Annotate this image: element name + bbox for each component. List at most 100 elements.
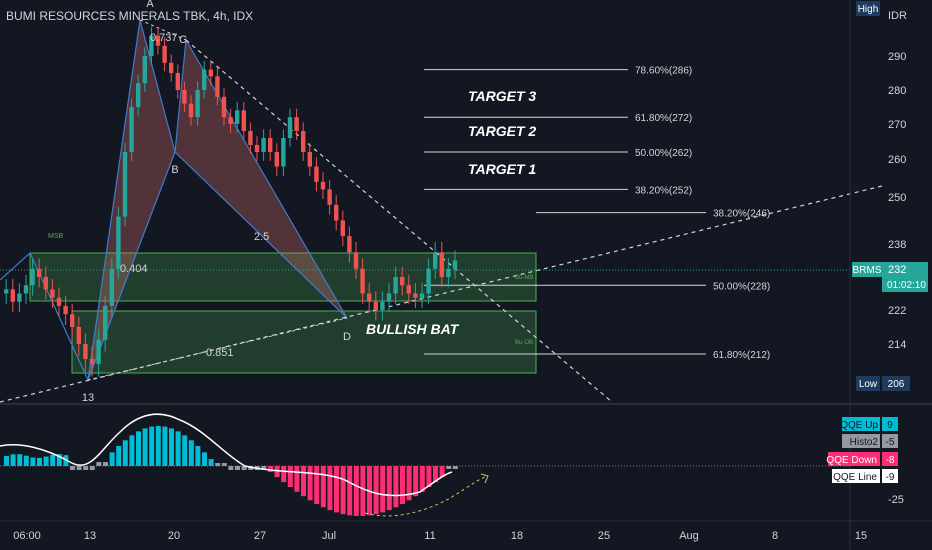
bu-mb-label: Bu-MB — [515, 275, 533, 281]
time-tick-25: 25 — [598, 530, 610, 542]
candle-body — [136, 83, 141, 107]
candle-body — [386, 293, 392, 302]
histogram-bar — [426, 466, 432, 488]
histogram-bar — [202, 452, 207, 466]
candle-body — [320, 181, 326, 190]
price-tick-280: 280 — [888, 85, 906, 97]
histogram-bar — [301, 466, 306, 497]
candle-body — [215, 76, 220, 97]
pattern-name: BULLISH BAT — [366, 321, 460, 337]
histogram-bar — [393, 466, 399, 508]
candle-body — [439, 252, 444, 277]
histo2-label: Histo2 — [850, 437, 879, 448]
histo2-value: -5 — [886, 437, 895, 448]
candle-body — [188, 103, 194, 118]
histogram-bar — [76, 466, 82, 470]
histogram-bar — [452, 466, 458, 469]
time-tick-27: 27 — [254, 530, 266, 542]
candle-body — [406, 285, 411, 294]
histogram-bar — [169, 428, 174, 466]
histogram-bar — [208, 459, 214, 466]
divergence-arrow-head — [480, 473, 489, 484]
point-a-label: A — [146, 0, 154, 10]
candle-body — [373, 301, 378, 310]
candles — [4, 27, 458, 377]
histogram-bar — [261, 466, 267, 470]
candle-body — [122, 152, 128, 217]
histogram-bar — [50, 454, 56, 466]
price-axis: IDR High 290 280 270 260 250 238 222 214… — [849, 0, 928, 550]
histogram-bar — [400, 466, 405, 505]
symbol-label: BRMS — [853, 265, 882, 276]
candle-body — [347, 236, 352, 253]
low-label: Low — [859, 379, 878, 390]
fib-label: 50.00%(262) — [635, 148, 692, 159]
candle-body — [169, 62, 174, 73]
histogram-bar — [287, 466, 293, 488]
candle-body — [393, 277, 398, 294]
candle-body — [380, 301, 385, 310]
candle-body — [360, 268, 365, 294]
candle-body — [413, 293, 418, 298]
histogram-bar — [294, 466, 300, 492]
candle-body — [142, 56, 147, 84]
low-badge — [856, 376, 880, 391]
histogram-bar — [327, 466, 333, 511]
time-tick-aug: Aug — [679, 530, 699, 542]
histogram-bar — [142, 428, 148, 466]
histogram-bar — [83, 466, 89, 470]
price-tick-270: 270 — [888, 119, 906, 131]
osc-axis-tick: -25 — [888, 494, 904, 506]
point-b-label: B — [171, 164, 178, 176]
histogram-bar — [162, 426, 168, 466]
candle-body — [129, 107, 134, 152]
histo2-badge — [842, 434, 880, 448]
time-tick-15: 15 — [855, 530, 867, 542]
candle-body — [116, 216, 121, 269]
histogram-bar — [419, 466, 425, 492]
bat-leg-x-start — [0, 252, 31, 281]
bu-ob-label: Bu-OB — [515, 340, 533, 346]
price-tick-250: 250 — [888, 192, 906, 204]
qqe-histogram — [4, 426, 458, 516]
histogram-bar — [373, 466, 379, 515]
histogram-bar — [340, 466, 346, 515]
histogram-bar — [4, 456, 9, 466]
qqe-line-value-badge — [882, 469, 898, 483]
fib-label: 61.80%(212) — [713, 350, 770, 361]
bat-wing-bcd — [174, 38, 348, 319]
histogram-bar — [248, 466, 254, 470]
qqe-up-badge — [842, 417, 880, 431]
histogram-bar — [386, 466, 392, 511]
time-tick-18: 18 — [511, 530, 523, 542]
histogram-bar — [380, 466, 386, 513]
histogram-bar — [446, 466, 452, 469]
candle-body — [30, 268, 35, 286]
candle-body — [353, 252, 359, 269]
histogram-bar — [188, 440, 194, 466]
candle-body — [287, 117, 293, 138]
point-x-label: 13 — [82, 392, 94, 404]
candle-body — [175, 73, 180, 90]
candle-body — [261, 138, 266, 152]
candle-body — [241, 110, 246, 131]
candle-body — [367, 293, 372, 302]
histogram-bar — [136, 431, 141, 466]
candle-body — [301, 131, 306, 152]
high-badge — [856, 1, 880, 16]
candle-body — [43, 277, 48, 290]
qqe-up-value-badge — [882, 417, 898, 431]
currency-label: IDR — [888, 10, 907, 22]
histogram-bar — [109, 452, 115, 466]
candle-body — [254, 145, 260, 152]
candle-body — [202, 69, 207, 90]
chart-title: BUMI RESOURCES MINERALS TBK, 4h, IDX — [6, 9, 253, 23]
candle-body — [340, 220, 345, 237]
candle-body — [452, 260, 458, 269]
point-d-label: D — [343, 331, 351, 343]
ratio-bc-label: 2.5 — [254, 231, 269, 243]
histogram-bar — [221, 463, 227, 466]
low-value: 206 — [888, 379, 905, 390]
